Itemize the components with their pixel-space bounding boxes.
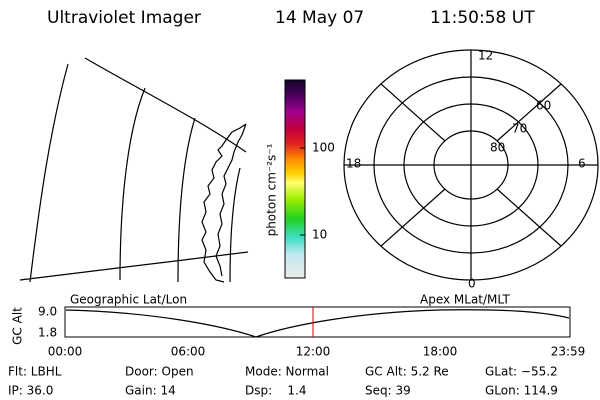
colorbar <box>284 79 306 279</box>
title: Ultraviolet Imager <box>47 8 201 28</box>
polar-label: 70 <box>512 122 527 136</box>
info: Gain: 14 <box>125 384 176 398</box>
timeline-xtick: 23:59 <box>551 345 586 359</box>
timeline-xtick: 18:00 <box>423 345 458 359</box>
info: GC Alt: 5.2 Re <box>365 365 449 379</box>
time: 11:50:58 UT <box>430 8 535 28</box>
timeline-xtick: 00:00 <box>48 345 83 359</box>
polar-label: 6 <box>578 157 586 171</box>
info: Seq: 39 <box>365 384 411 398</box>
colorbar-tick-label: 10 <box>312 228 327 242</box>
timeline-ytick: 1.8 <box>38 326 57 340</box>
polar-label: 12 <box>478 49 493 63</box>
polar-grid <box>343 49 599 281</box>
info: GLat: −55.2 <box>485 365 558 379</box>
info: IP: 36.0 <box>8 384 53 398</box>
info: Dsp: 1.4 <box>245 384 307 398</box>
polar-label: 18 <box>346 157 361 171</box>
timeline-left-label: Geographic Lat/Lon <box>70 293 187 307</box>
timeline-ylabel: GC Alt <box>11 307 25 345</box>
date: 14 May 07 <box>275 8 364 28</box>
altitude-curve <box>65 309 570 338</box>
timeline-right-label: Apex MLat/MLT <box>420 293 510 307</box>
colorbar-label: photon cm⁻²s⁻¹ <box>265 143 279 236</box>
colorbar-tick-label: 100 <box>312 141 335 155</box>
map <box>19 57 249 283</box>
info: Door: Open <box>125 365 194 379</box>
info: GLon: 114.9 <box>485 384 558 398</box>
timeline-frame <box>64 306 571 338</box>
polar-label: 80 <box>490 141 505 155</box>
info: Flt: LBHL <box>8 365 62 379</box>
info: Mode: Normal <box>245 365 329 379</box>
timeline-ytick: 9.0 <box>38 305 57 319</box>
timeline-xtick: 12:00 <box>296 345 331 359</box>
timeline-xtick: 06:00 <box>171 345 206 359</box>
polar-label: 60 <box>536 99 551 113</box>
polar-label: 0 <box>468 277 476 291</box>
